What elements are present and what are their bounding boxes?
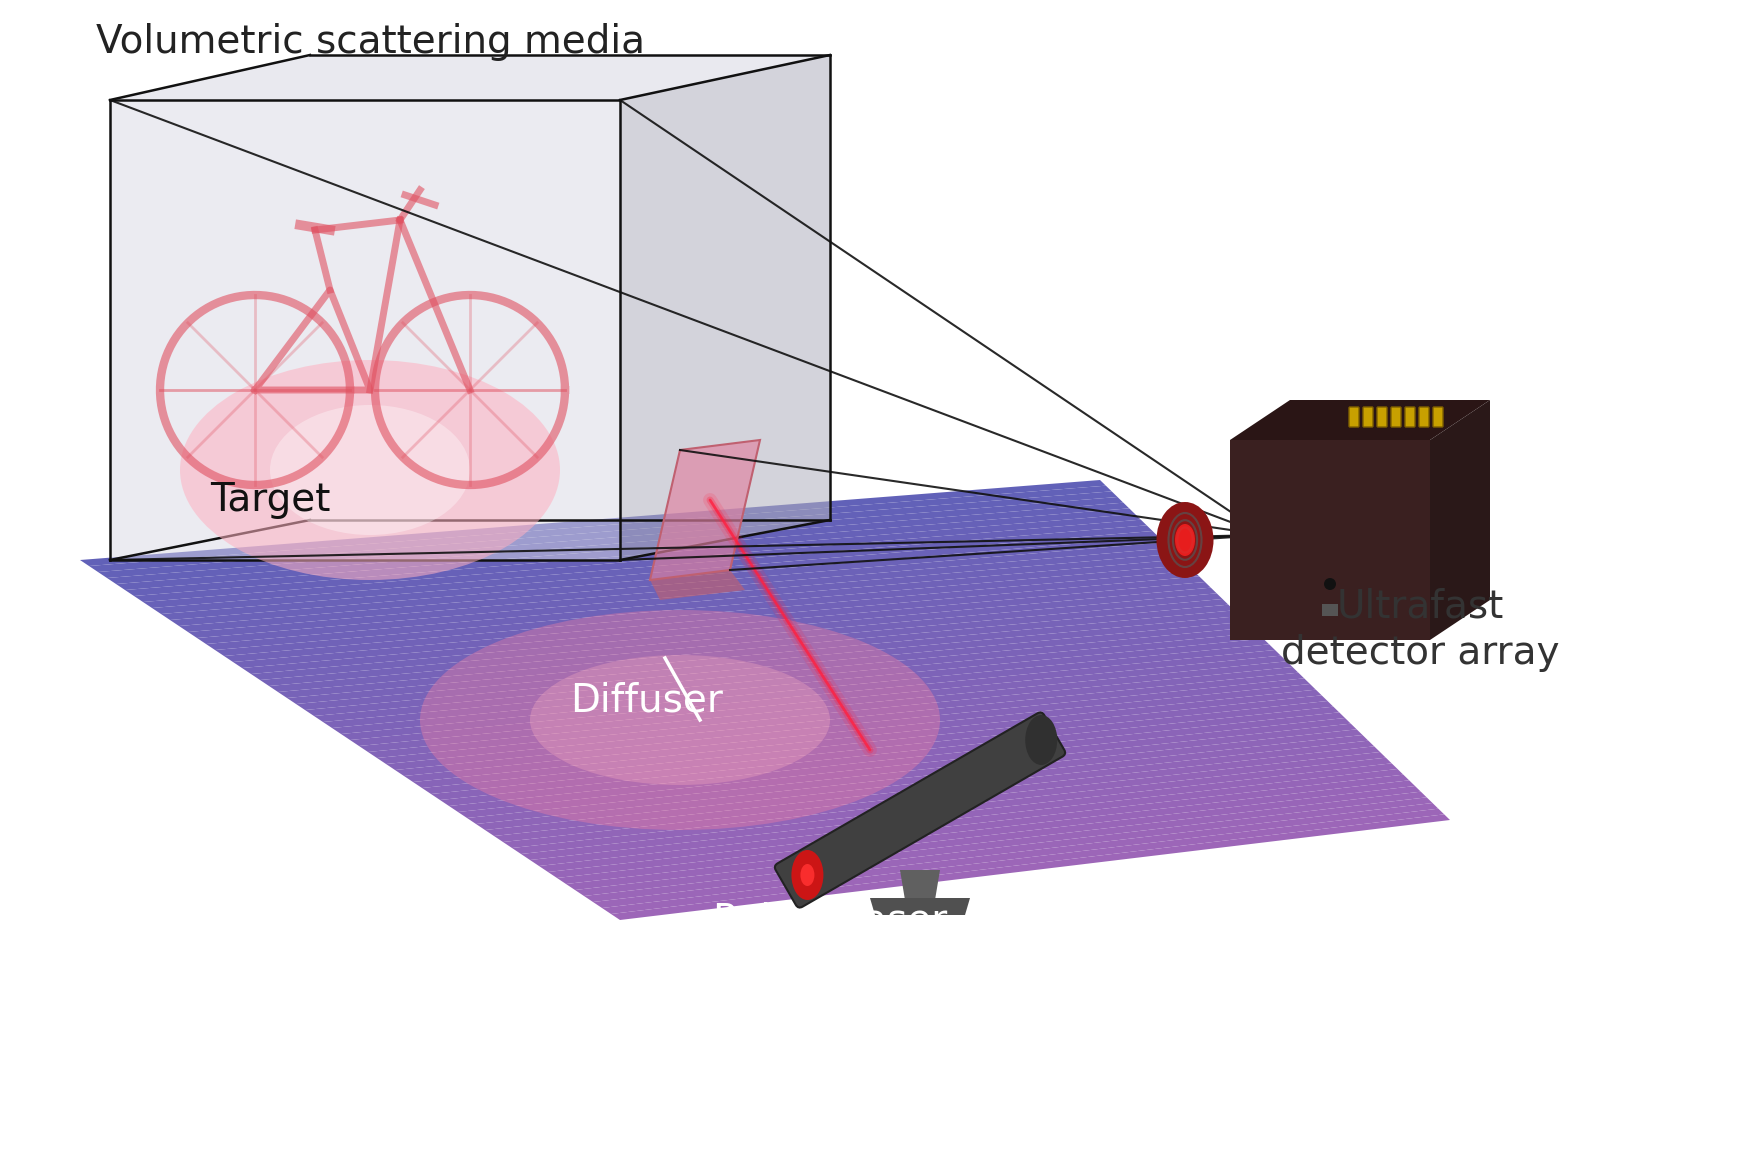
Polygon shape — [603, 808, 1445, 915]
Polygon shape — [493, 741, 1374, 842]
Polygon shape — [650, 440, 759, 580]
Polygon shape — [134, 514, 1140, 602]
Polygon shape — [530, 764, 1397, 865]
Polygon shape — [1230, 399, 1491, 440]
Polygon shape — [125, 508, 1135, 596]
Polygon shape — [870, 898, 971, 915]
FancyBboxPatch shape — [1390, 406, 1401, 427]
Polygon shape — [386, 673, 1304, 770]
Polygon shape — [107, 498, 1124, 584]
Polygon shape — [261, 593, 1223, 686]
Polygon shape — [449, 712, 1344, 812]
Ellipse shape — [1025, 715, 1057, 765]
FancyBboxPatch shape — [1350, 406, 1359, 427]
Polygon shape — [611, 814, 1450, 920]
Polygon shape — [233, 576, 1205, 668]
Polygon shape — [189, 548, 1175, 638]
Polygon shape — [594, 804, 1438, 908]
Ellipse shape — [800, 864, 814, 887]
Polygon shape — [485, 735, 1369, 836]
Polygon shape — [467, 724, 1357, 823]
FancyBboxPatch shape — [1404, 406, 1415, 427]
Polygon shape — [502, 746, 1380, 848]
Polygon shape — [432, 701, 1334, 800]
Polygon shape — [287, 611, 1240, 704]
Polygon shape — [1230, 440, 1431, 640]
Polygon shape — [574, 792, 1427, 896]
FancyBboxPatch shape — [1418, 406, 1429, 427]
Bar — [1322, 604, 1337, 616]
Polygon shape — [368, 661, 1293, 758]
Polygon shape — [197, 554, 1182, 644]
FancyBboxPatch shape — [1433, 406, 1443, 427]
Polygon shape — [359, 655, 1286, 752]
Polygon shape — [900, 870, 939, 901]
Polygon shape — [270, 599, 1228, 691]
Polygon shape — [351, 651, 1281, 746]
Polygon shape — [548, 774, 1410, 878]
Polygon shape — [412, 689, 1322, 788]
Polygon shape — [583, 798, 1433, 902]
FancyBboxPatch shape — [1376, 406, 1387, 427]
Polygon shape — [296, 616, 1246, 710]
Polygon shape — [377, 667, 1299, 764]
Polygon shape — [152, 526, 1152, 614]
Polygon shape — [250, 588, 1218, 680]
Polygon shape — [160, 531, 1158, 620]
Polygon shape — [79, 480, 1107, 566]
Polygon shape — [109, 100, 620, 559]
Polygon shape — [331, 639, 1269, 734]
Polygon shape — [557, 780, 1415, 884]
Text: Ultrafast
detector array: Ultrafast detector array — [1281, 588, 1559, 673]
Ellipse shape — [270, 405, 470, 535]
Text: Target: Target — [210, 481, 331, 519]
Polygon shape — [180, 542, 1170, 632]
Ellipse shape — [1323, 578, 1336, 590]
Ellipse shape — [1156, 502, 1214, 578]
Polygon shape — [650, 570, 745, 600]
Ellipse shape — [530, 655, 830, 785]
Text: Diffuser: Diffuser — [569, 681, 722, 719]
Polygon shape — [99, 492, 1117, 578]
FancyBboxPatch shape — [1364, 406, 1373, 427]
Polygon shape — [206, 559, 1188, 651]
Ellipse shape — [1175, 524, 1195, 556]
Polygon shape — [440, 707, 1339, 806]
Polygon shape — [522, 758, 1392, 860]
Polygon shape — [395, 679, 1309, 776]
Polygon shape — [513, 752, 1387, 854]
Polygon shape — [322, 633, 1263, 728]
Polygon shape — [620, 55, 830, 559]
Polygon shape — [423, 695, 1327, 794]
Polygon shape — [403, 684, 1316, 783]
Polygon shape — [215, 565, 1193, 656]
Polygon shape — [539, 769, 1403, 872]
Polygon shape — [342, 645, 1276, 741]
Text: Volumetric scattering media: Volumetric scattering media — [95, 23, 645, 61]
Polygon shape — [241, 582, 1210, 674]
Polygon shape — [305, 621, 1251, 716]
Ellipse shape — [180, 360, 560, 580]
Polygon shape — [458, 718, 1351, 818]
Polygon shape — [90, 486, 1112, 572]
Polygon shape — [143, 520, 1147, 609]
FancyBboxPatch shape — [775, 712, 1066, 908]
Polygon shape — [224, 571, 1200, 662]
Ellipse shape — [791, 850, 823, 901]
Polygon shape — [314, 627, 1258, 722]
Polygon shape — [116, 502, 1129, 590]
Polygon shape — [109, 55, 830, 100]
Polygon shape — [169, 536, 1165, 626]
Polygon shape — [1431, 399, 1491, 640]
Polygon shape — [566, 786, 1420, 890]
Ellipse shape — [419, 610, 939, 830]
Polygon shape — [476, 729, 1362, 830]
Text: Pulsed laser: Pulsed laser — [714, 901, 948, 939]
Polygon shape — [278, 605, 1233, 698]
